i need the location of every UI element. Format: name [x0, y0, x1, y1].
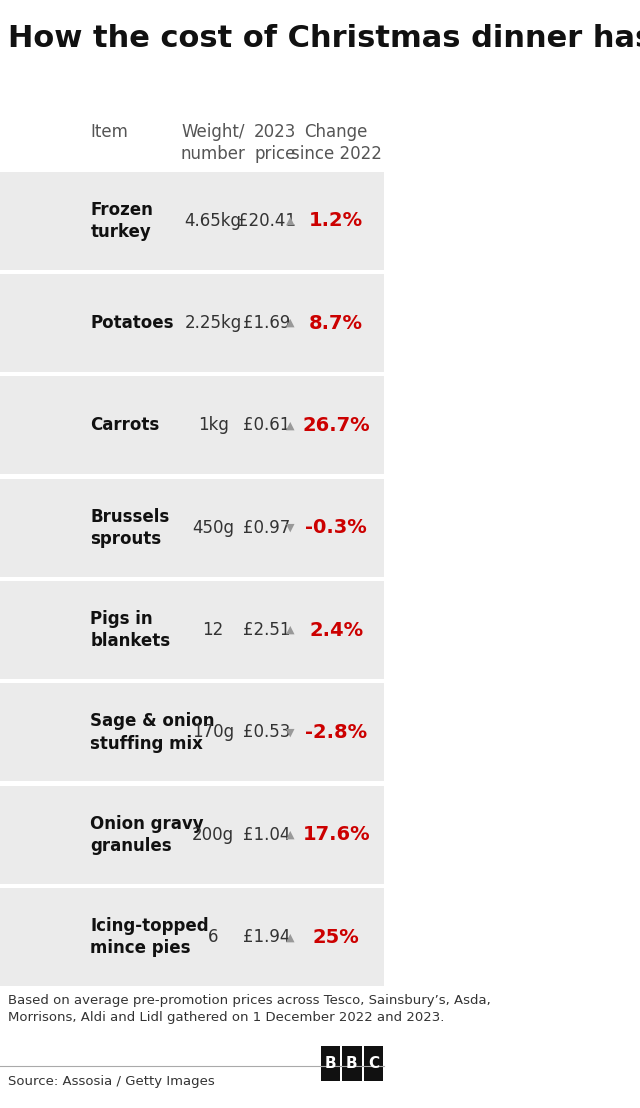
Text: C: C: [368, 1056, 379, 1071]
Text: £0.97: £0.97: [243, 519, 291, 536]
Text: -0.3%: -0.3%: [305, 519, 367, 537]
Text: 8.7%: 8.7%: [309, 314, 363, 332]
Text: 2.4%: 2.4%: [309, 620, 364, 639]
Bar: [0, 786, 384, 884]
Text: ▲: ▲: [286, 830, 294, 840]
Text: ▲: ▲: [286, 216, 294, 226]
Bar: [0, 377, 384, 474]
Text: 26.7%: 26.7%: [302, 416, 370, 435]
Text: 1.2%: 1.2%: [309, 212, 364, 230]
Text: Frozen
turkey: Frozen turkey: [90, 201, 153, 240]
Text: ▼: ▼: [286, 728, 294, 738]
Text: 4.65kg: 4.65kg: [185, 212, 242, 229]
Text: ▲: ▲: [286, 625, 294, 635]
Text: ▲: ▲: [286, 932, 294, 942]
Bar: [0, 889, 384, 986]
Text: £0.53: £0.53: [243, 724, 291, 741]
Text: £1.69: £1.69: [243, 314, 291, 332]
Text: £2.51: £2.51: [243, 622, 291, 639]
Text: Onion gravy
granules: Onion gravy granules: [90, 814, 204, 855]
Bar: [0, 581, 384, 679]
Bar: [0, 684, 384, 781]
Bar: [0, 172, 384, 269]
Text: 170g: 170g: [192, 724, 234, 741]
Text: Weight/
number: Weight/ number: [180, 123, 246, 163]
Text: ▲: ▲: [286, 318, 294, 328]
Text: Potatoes: Potatoes: [90, 314, 174, 332]
Text: 12: 12: [203, 622, 224, 639]
Text: ▲: ▲: [286, 420, 294, 430]
Text: 17.6%: 17.6%: [302, 825, 370, 844]
Text: Source: Assosia / Getty Images: Source: Assosia / Getty Images: [8, 1075, 214, 1088]
Bar: [0, 274, 384, 372]
Text: Brussels
sprouts: Brussels sprouts: [90, 507, 170, 547]
Text: 6: 6: [208, 929, 218, 946]
Text: 25%: 25%: [313, 927, 360, 946]
Text: -2.8%: -2.8%: [305, 722, 367, 742]
Text: £0.61: £0.61: [243, 417, 291, 434]
Text: Carrots: Carrots: [90, 417, 159, 434]
Text: How the cost of Christmas dinner has risen: How the cost of Christmas dinner has ris…: [8, 24, 640, 53]
Text: Based on average pre-promotion prices across Tesco, Sainsbury’s, Asda,
Morrisons: Based on average pre-promotion prices ac…: [8, 994, 490, 1024]
Text: 2023
price: 2023 price: [253, 123, 296, 163]
Text: B: B: [346, 1056, 358, 1071]
Bar: [321, 1046, 340, 1081]
Text: Item: Item: [90, 123, 128, 141]
Text: Pigs in
blankets: Pigs in blankets: [90, 611, 170, 650]
Text: ▼: ▼: [286, 523, 294, 533]
Text: 2.25kg: 2.25kg: [184, 314, 242, 332]
Text: B: B: [324, 1056, 336, 1071]
Text: Sage & onion
stuffing mix: Sage & onion stuffing mix: [90, 712, 215, 752]
Bar: [364, 1046, 383, 1081]
Bar: [0, 479, 384, 576]
Text: £20.41: £20.41: [238, 212, 296, 229]
Text: Icing-topped
mince pies: Icing-topped mince pies: [90, 917, 209, 957]
Text: Change
since 2022: Change since 2022: [291, 123, 381, 163]
Text: 200g: 200g: [192, 825, 234, 844]
Text: 1kg: 1kg: [198, 417, 228, 434]
Bar: [342, 1046, 362, 1081]
Text: £1.94: £1.94: [243, 929, 291, 946]
Text: £1.04: £1.04: [243, 825, 291, 844]
Text: 450g: 450g: [192, 519, 234, 536]
